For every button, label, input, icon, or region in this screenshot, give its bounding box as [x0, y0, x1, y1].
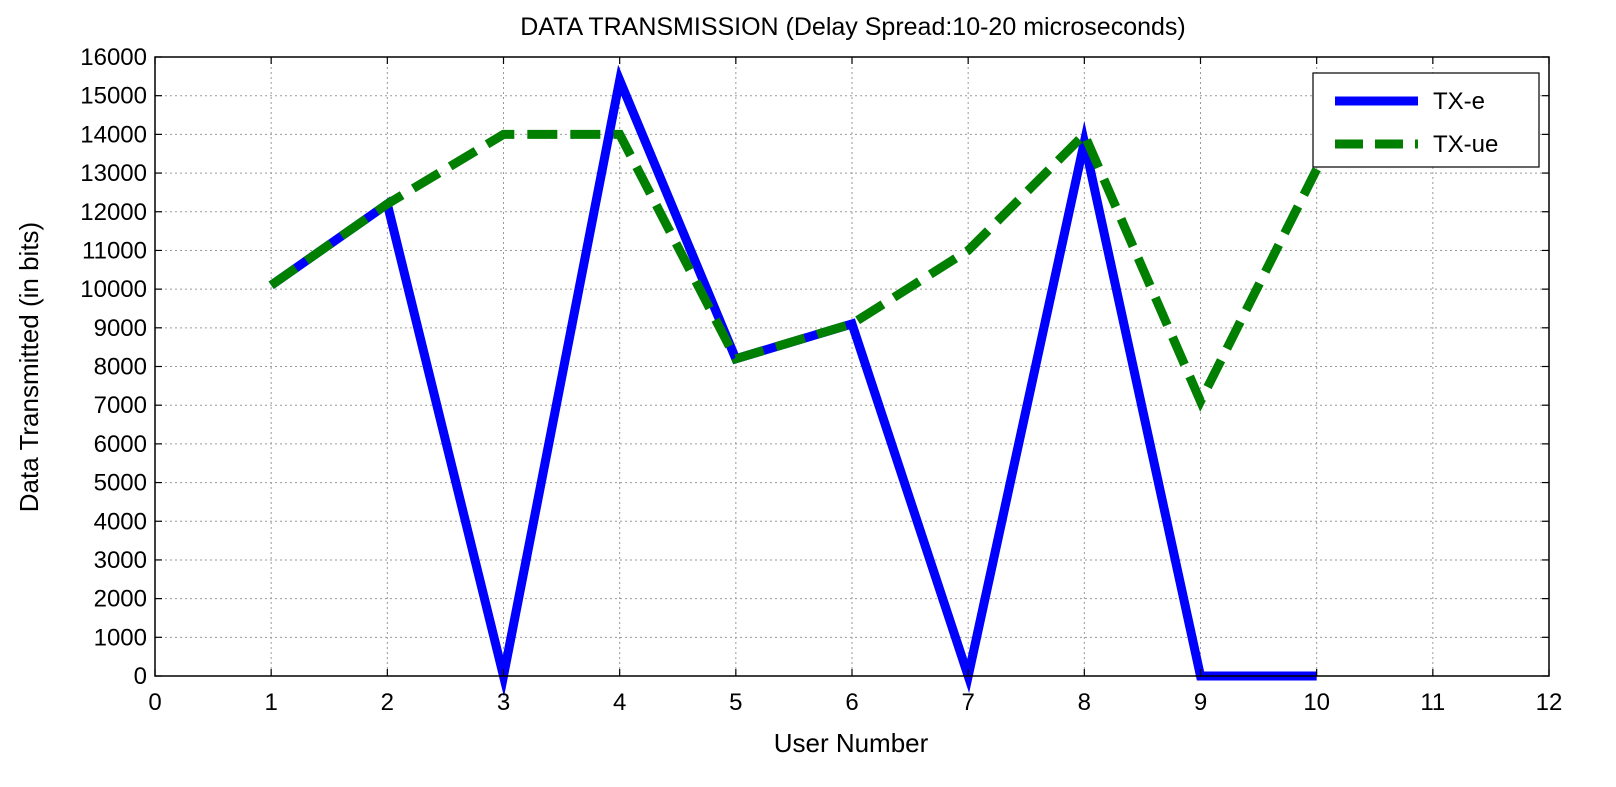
- y-tick-label: 11000: [82, 237, 147, 264]
- y-tick-label: 2000: [94, 586, 147, 613]
- legend-box: [1312, 72, 1540, 168]
- y-tick-label: 16000: [80, 44, 147, 71]
- y-tick-label: 6000: [94, 431, 147, 458]
- y-tick-label: 13000: [80, 160, 147, 187]
- y-axis-label: Data Transmitted (in bits): [14, 222, 44, 512]
- y-tick-label: 0: [134, 663, 147, 690]
- y-tick-label: 1000: [94, 624, 147, 651]
- x-tick-label: 1: [264, 689, 277, 716]
- legend-label: TX-ue: [1433, 131, 1498, 158]
- legend-label: TX-e: [1433, 88, 1485, 115]
- x-tick-label: 12: [1536, 689, 1563, 716]
- y-tick-label: 12000: [80, 199, 147, 226]
- y-tick-label: 5000: [94, 470, 147, 497]
- x-tick-label: 3: [497, 689, 510, 716]
- y-tick-label: 15000: [80, 83, 147, 110]
- y-axis: 0 1000 2000 3000 4000 5000 6000 7000 8000 9000 100…: [80, 44, 1549, 690]
- x-tick-label: 10: [1303, 689, 1330, 716]
- x-axis: 0 1 2 3 4 5 6 7 8 9 10 11 12: [148, 57, 1562, 716]
- x-tick-label: 2: [381, 689, 394, 716]
- series-layer: [268, 64, 1321, 697]
- y-tick-label: 9000: [94, 315, 147, 342]
- y-tick-label: 3000: [94, 547, 147, 574]
- y-tick-label: 10000: [80, 276, 147, 303]
- y-tick-label: 8000: [94, 354, 147, 381]
- x-tick-label: 9: [1194, 689, 1207, 716]
- x-tick-label: 6: [845, 689, 858, 716]
- x-tick-label: 4: [613, 689, 626, 716]
- y-tick-label: 4000: [94, 508, 147, 535]
- y-tick-label: 7000: [94, 392, 147, 419]
- x-tick-label: 0: [148, 689, 161, 716]
- x-tick-label: 7: [961, 689, 974, 716]
- legend: TX-e TX-ue: [1312, 72, 1540, 168]
- x-tick-label: 5: [729, 689, 742, 716]
- series-line-tx-ue: [268, 126, 1321, 412]
- x-axis-label: User Number: [774, 728, 929, 758]
- y-tick-label: 14000: [80, 121, 147, 148]
- chart-title: DATA TRANSMISSION (Delay Spread:10-20 mi…: [520, 13, 1186, 41]
- x-tick-label: 8: [1078, 689, 1091, 716]
- x-tick-label: 11: [1420, 689, 1445, 716]
